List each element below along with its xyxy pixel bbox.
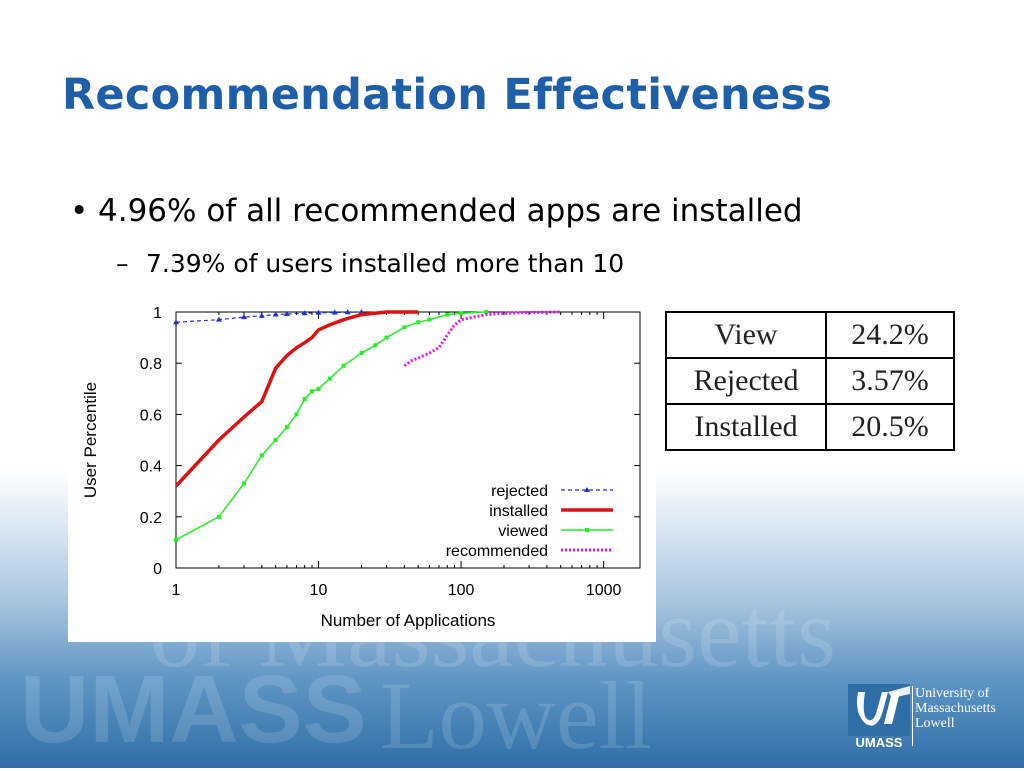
data-point-viewed — [310, 389, 314, 393]
sub-bullet-1-text: 7.39% of users installed more than 10 — [146, 249, 624, 278]
stats-table: View 24.2% Rejected 3.57% Installed 20.5… — [665, 311, 955, 451]
sub-bullet-1: –7.39% of users installed more than 10 — [116, 249, 624, 278]
series-line-installed — [176, 312, 418, 486]
data-point-viewed — [217, 515, 221, 519]
data-point-viewed — [242, 482, 246, 486]
logo-mark-icon — [848, 684, 910, 736]
logo-text: University of Massachusetts Lowell — [915, 686, 996, 731]
y-tick-label: 0.8 — [140, 356, 162, 373]
x-axis-label: Number of Applications — [321, 611, 496, 630]
data-point-viewed — [373, 343, 377, 347]
data-point-viewed — [416, 320, 420, 324]
x-tick-label: 10 — [310, 582, 328, 599]
data-point-viewed — [328, 377, 332, 381]
bullet-icon: • — [70, 193, 98, 229]
slide-title: Recommendation Effectiveness — [62, 70, 832, 120]
logo-abbr: UMASS — [848, 735, 910, 750]
table-cell-value: 20.5% — [826, 404, 954, 450]
data-point-viewed — [402, 325, 406, 329]
y-tick-label: 1 — [153, 305, 162, 322]
table-row: View 24.2% — [666, 312, 954, 358]
table-cell-label: Rejected — [666, 358, 826, 404]
watermark-lowell: Lowell — [380, 660, 652, 771]
data-point-rejected — [259, 313, 265, 318]
y-axis-label: User Percentile — [81, 382, 100, 498]
table-cell-value: 3.57% — [826, 358, 954, 404]
x-tick-label: 1 — [172, 582, 181, 599]
bullet-point-1: •4.96% of all recommended apps are insta… — [70, 193, 803, 229]
y-tick-label: 0 — [153, 561, 162, 578]
table-row: Installed 20.5% — [666, 404, 954, 450]
data-point-viewed — [174, 538, 178, 542]
university-logo: UMASS University of Massachusetts Lowell — [848, 684, 1004, 750]
data-point-rejected — [302, 310, 308, 315]
logo-line-1: University of — [915, 686, 996, 701]
data-point-viewed — [459, 311, 463, 315]
watermark-umass: UMASS — [20, 655, 367, 765]
dash-icon: – — [116, 249, 146, 278]
data-point-viewed — [285, 425, 289, 429]
legend-marker-viewed — [585, 528, 589, 532]
cdf-chart: 0 0.2 0.4 0.6 0.8 1 1 10 100 1000 Number of Applic… — [68, 298, 656, 642]
data-point-viewed — [445, 313, 449, 317]
logo-separator — [912, 686, 913, 746]
logo-line-3: Lowell — [915, 716, 996, 731]
x-tick-label: 100 — [448, 582, 475, 599]
y-tick-label: 0.6 — [140, 407, 162, 424]
y-tick-label: 0.2 — [140, 510, 162, 527]
table-cell-label: Installed — [666, 404, 826, 450]
data-point-viewed — [294, 412, 298, 416]
data-point-viewed — [359, 351, 363, 355]
data-point-viewed — [342, 364, 346, 368]
table-cell-value: 24.2% — [826, 312, 954, 358]
x-tick-label: 1000 — [586, 582, 622, 599]
logo-line-2: Massachusetts — [915, 701, 996, 716]
data-point-viewed — [385, 336, 389, 340]
y-tick-label: 0.4 — [140, 459, 162, 476]
table-row: Rejected 3.57% — [666, 358, 954, 404]
chart-container: 0 0.2 0.4 0.6 0.8 1 1 10 100 1000 Number of Applic… — [68, 298, 656, 642]
data-point-viewed — [427, 318, 431, 322]
legend-label-recommended: recommended — [446, 543, 548, 560]
data-point-viewed — [303, 397, 307, 401]
legend-label-viewed: viewed — [498, 523, 548, 540]
table-cell-label: View — [666, 312, 826, 358]
legend-label-rejected: rejected — [491, 483, 548, 500]
data-point-viewed — [317, 387, 321, 391]
data-point-viewed — [274, 438, 278, 442]
legend-label-installed: installed — [489, 503, 548, 520]
data-point-viewed — [260, 453, 264, 457]
bullet-1-text: 4.96% of all recommended apps are instal… — [98, 193, 803, 229]
